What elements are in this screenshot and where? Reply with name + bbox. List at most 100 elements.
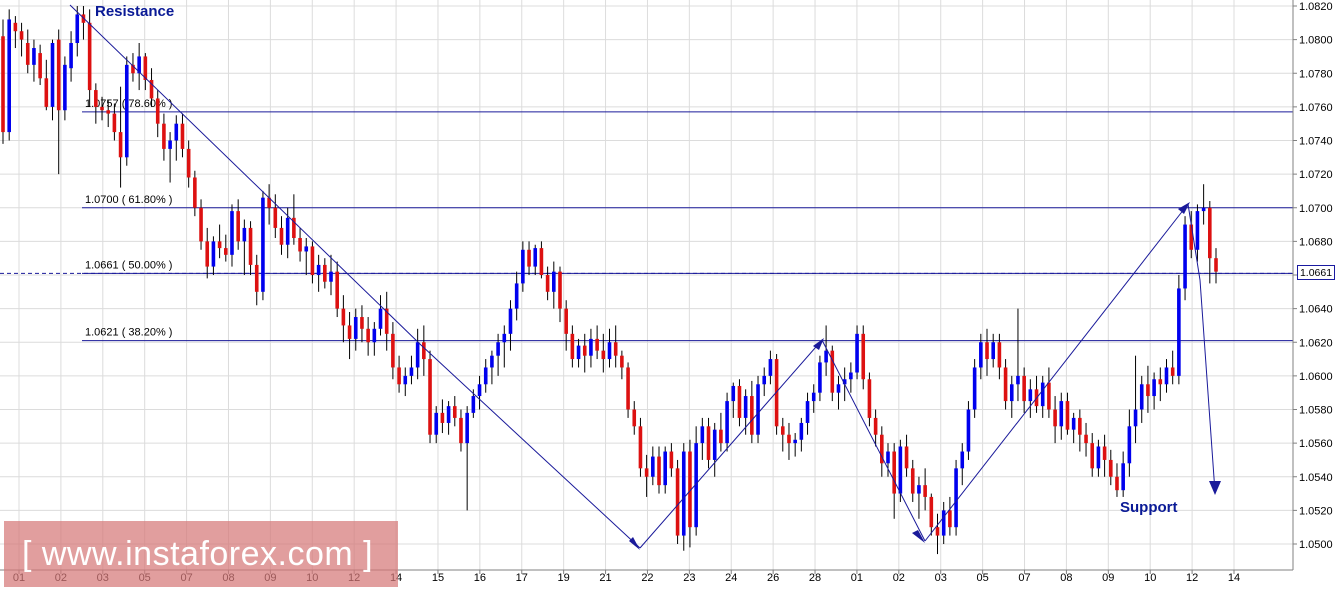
candle-body [149, 79, 154, 99]
candle-body [1040, 382, 1045, 407]
price-tick-label: 1.0500 [1299, 539, 1333, 551]
candle-body [372, 328, 377, 343]
candle-body [972, 367, 977, 410]
candle-body [490, 355, 494, 368]
candle-body [1065, 401, 1070, 430]
price-tick-label: 1.0680 [1299, 236, 1333, 248]
candle-body [298, 238, 302, 252]
candle-body [422, 342, 426, 360]
candle-body [836, 384, 841, 393]
time-tick-label: 28 [809, 572, 821, 584]
fib-level-label: 1.0700 ( 61.80% ) [85, 194, 172, 206]
candle-body [539, 248, 544, 275]
candle-body [1121, 463, 1125, 491]
candle-body [910, 468, 915, 494]
candle-body [991, 342, 996, 360]
rally-line [924, 203, 1189, 542]
candle-body [1189, 224, 1194, 250]
candle-body [917, 485, 921, 494]
price-tick-label: 1.0820 [1299, 1, 1333, 13]
price-tick-label: 1.0780 [1299, 68, 1333, 80]
candle-body [867, 379, 872, 418]
candle-body [1115, 476, 1119, 491]
time-tick-label: 02 [893, 572, 905, 584]
current-price-tag: 1.0661 [1297, 265, 1335, 280]
fib-level-label: 1.0621 ( 38.20% ) [85, 327, 172, 339]
candle-body [360, 317, 364, 329]
price-tick-label: 1.0700 [1299, 203, 1333, 215]
candle-body [923, 485, 927, 497]
candle-body [415, 342, 420, 368]
candle-body [743, 396, 748, 418]
candle-body [19, 31, 24, 40]
candle-body [607, 342, 612, 360]
candle-body [63, 64, 67, 111]
price-tick-label: 1.0600 [1299, 371, 1333, 383]
candle-body [651, 456, 655, 477]
candle-body [768, 359, 773, 376]
candle-body [292, 217, 296, 239]
candle-body [75, 14, 80, 43]
candle-body [620, 355, 624, 368]
candle-body [508, 308, 513, 334]
candle-body [1146, 384, 1150, 397]
candle-body [347, 325, 352, 339]
support-label: Support [1120, 499, 1178, 516]
price-tick-label: 1.0560 [1299, 438, 1333, 450]
candle-body [675, 468, 680, 536]
candle-body [1090, 443, 1095, 469]
price-tick-label: 1.0540 [1299, 472, 1333, 484]
candle-body [985, 342, 989, 360]
candle-body [174, 123, 179, 141]
candle-body [1084, 434, 1088, 444]
candle-body [477, 384, 482, 397]
time-tick-label: 21 [599, 572, 611, 584]
candle-body [1, 36, 5, 133]
candle-body [1096, 446, 1101, 469]
candle-body [737, 385, 742, 418]
trend-lines [69, 4, 1221, 550]
candle-body [1102, 446, 1107, 460]
candle-body [1028, 389, 1033, 402]
candle-body [428, 359, 432, 435]
candle-body [873, 417, 878, 435]
time-tick-label: 15 [432, 572, 444, 584]
candle-body [162, 123, 166, 149]
candle-body [69, 42, 73, 69]
candle-body [657, 456, 661, 486]
price-tick-label: 1.0760 [1299, 102, 1333, 114]
candle-body [582, 345, 587, 356]
candle-body [774, 359, 779, 427]
candle-body [1158, 379, 1163, 385]
candle-body [954, 468, 958, 528]
candle-body [669, 451, 674, 469]
downtrend-line [69, 4, 641, 549]
candle-body [929, 496, 934, 528]
candle-body [106, 110, 111, 114]
candle-body [1170, 367, 1175, 376]
candle-body [137, 56, 141, 74]
candle-body [193, 177, 197, 208]
candle-body [1127, 426, 1132, 464]
candle-body [502, 333, 507, 343]
candle-body [310, 246, 315, 275]
candle-body [514, 283, 519, 309]
candle-body [248, 227, 253, 265]
arrowhead-icon [912, 530, 925, 543]
candle-body [824, 350, 828, 363]
candle-body [589, 338, 593, 356]
candle-body [811, 392, 816, 402]
candle-body [521, 249, 525, 284]
candle-body [1208, 207, 1212, 259]
candle-body [694, 443, 698, 528]
candle-body [440, 412, 445, 423]
candle-body [236, 211, 240, 242]
fibonacci-levels: 1.0757 ( 78.60% ) 1.0700 ( 61.80% ) 1.0661… [0, 98, 1293, 342]
candle-body [94, 90, 98, 107]
candle-body [1016, 375, 1020, 385]
candle-body [861, 333, 866, 380]
candle-body [465, 412, 469, 444]
candle-body [663, 451, 667, 486]
candle-body [1078, 417, 1082, 435]
candle-body [254, 264, 259, 292]
